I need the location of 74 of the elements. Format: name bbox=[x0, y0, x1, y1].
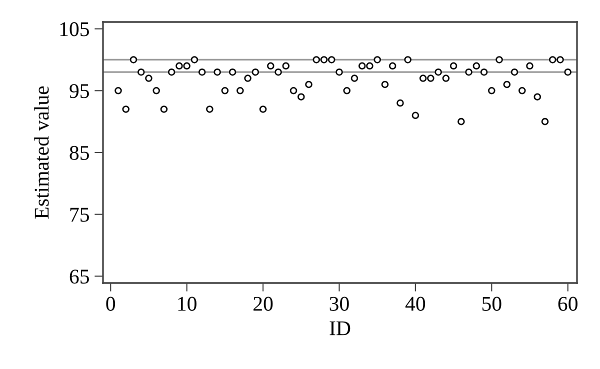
point bbox=[541, 118, 549, 126]
point bbox=[419, 74, 427, 82]
point bbox=[305, 80, 312, 88]
point bbox=[122, 106, 130, 113]
point bbox=[252, 68, 260, 76]
point bbox=[388, 62, 396, 70]
point bbox=[312, 56, 320, 64]
point bbox=[374, 56, 381, 64]
point bbox=[130, 56, 138, 64]
point bbox=[412, 112, 420, 120]
point bbox=[259, 106, 267, 113]
point bbox=[328, 56, 336, 64]
x-tick-label: 40 bbox=[405, 296, 426, 311]
point bbox=[404, 56, 412, 64]
point bbox=[350, 74, 358, 82]
point bbox=[236, 87, 244, 94]
point bbox=[472, 62, 480, 70]
y-tick-label: 65 bbox=[70, 270, 89, 284]
point bbox=[198, 68, 206, 76]
point bbox=[221, 87, 229, 94]
point bbox=[480, 68, 488, 76]
point bbox=[556, 56, 564, 64]
point bbox=[160, 106, 168, 113]
point bbox=[534, 93, 542, 100]
point bbox=[228, 68, 236, 76]
point bbox=[183, 62, 190, 70]
point bbox=[343, 87, 350, 94]
x-tick-label: 60 bbox=[558, 296, 578, 311]
y-tick-label: 75 bbox=[70, 208, 89, 222]
y-tick-label: 95 bbox=[70, 84, 89, 98]
y-tick-label: 85 bbox=[70, 146, 89, 160]
point bbox=[427, 74, 434, 82]
x-tick-label: 0 bbox=[106, 296, 116, 311]
point bbox=[450, 62, 458, 70]
point bbox=[548, 56, 556, 64]
y-tick-label: 105 bbox=[60, 22, 89, 36]
point bbox=[282, 62, 290, 70]
point bbox=[503, 80, 511, 88]
point bbox=[518, 87, 526, 94]
x-tick-label: 50 bbox=[482, 296, 502, 311]
point bbox=[290, 87, 298, 94]
point bbox=[366, 62, 374, 70]
point bbox=[214, 68, 221, 76]
y-axis-title: Estimated value bbox=[34, 86, 49, 219]
point bbox=[206, 106, 214, 113]
x-tick-label: 30 bbox=[330, 296, 349, 311]
point bbox=[526, 62, 534, 70]
point bbox=[465, 68, 472, 76]
point bbox=[336, 68, 343, 76]
point bbox=[145, 74, 152, 82]
point bbox=[267, 62, 274, 70]
point bbox=[434, 68, 442, 76]
point bbox=[244, 74, 252, 82]
x-axis-title: ID bbox=[330, 321, 350, 336]
point bbox=[297, 93, 305, 100]
point bbox=[168, 68, 176, 76]
x-tick-label: 10 bbox=[178, 296, 196, 311]
point bbox=[274, 68, 282, 76]
point bbox=[137, 68, 145, 76]
point bbox=[442, 74, 450, 82]
x-tick-label: 20 bbox=[254, 296, 273, 311]
point bbox=[358, 62, 366, 70]
point bbox=[152, 87, 160, 94]
point bbox=[176, 62, 183, 70]
point bbox=[564, 68, 572, 76]
point bbox=[496, 56, 503, 64]
point bbox=[190, 56, 198, 64]
point bbox=[488, 87, 496, 94]
point bbox=[396, 99, 404, 107]
point bbox=[320, 56, 328, 64]
point bbox=[381, 80, 389, 88]
point bbox=[114, 87, 122, 94]
point bbox=[510, 68, 518, 76]
point bbox=[458, 118, 465, 126]
